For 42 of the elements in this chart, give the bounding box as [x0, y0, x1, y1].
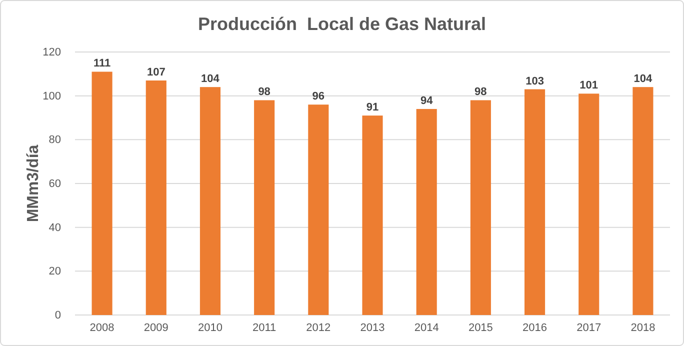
data-label: 94 — [420, 94, 434, 107]
bar — [524, 89, 546, 315]
data-label: 103 — [526, 75, 544, 88]
data-label: 104 — [634, 73, 654, 86]
bar — [308, 104, 329, 315]
x-tick-label: 2012 — [306, 322, 331, 334]
x-tick-label: 2014 — [414, 322, 439, 334]
y-tick-label: 20 — [48, 266, 61, 278]
x-tick-label: 2017 — [576, 322, 602, 334]
x-tick-label: 2018 — [630, 322, 656, 334]
x-tick-label: 2013 — [360, 322, 385, 334]
bar — [362, 116, 383, 315]
bar — [146, 80, 166, 315]
x-tick-label: 2009 — [144, 322, 168, 334]
data-label: 111 — [93, 58, 111, 70]
data-label: 104 — [201, 73, 220, 86]
y-tick-label: 60 — [48, 178, 61, 190]
data-label: 98 — [258, 86, 270, 98]
bar — [470, 100, 491, 315]
data-label: 107 — [146, 66, 166, 78]
bar — [416, 108, 437, 315]
x-tick-label: 2008 — [90, 322, 114, 334]
bar — [92, 72, 112, 315]
bar — [200, 87, 221, 315]
chart-title: Producción Local de Gas Natural — [198, 14, 486, 34]
data-label: 96 — [312, 90, 325, 103]
bar — [632, 87, 654, 315]
x-tick-label: 2010 — [198, 322, 222, 334]
data-label: 98 — [474, 86, 487, 98]
y-tick-label: 100 — [42, 90, 61, 102]
x-tick-label: 2011 — [252, 322, 276, 334]
x-tick-label: 2016 — [522, 322, 548, 334]
bar — [578, 94, 600, 315]
bar — [254, 100, 275, 315]
x-tick-label: 2015 — [468, 322, 493, 334]
y-axis-title: MMm3/día — [25, 144, 42, 222]
data-label: 101 — [580, 80, 598, 92]
y-tick-label: 120 — [42, 46, 61, 59]
y-tick-label: 40 — [48, 222, 61, 234]
data-label: 91 — [366, 102, 379, 114]
y-tick-label: 0 — [54, 310, 61, 322]
y-tick-label: 80 — [48, 134, 61, 146]
